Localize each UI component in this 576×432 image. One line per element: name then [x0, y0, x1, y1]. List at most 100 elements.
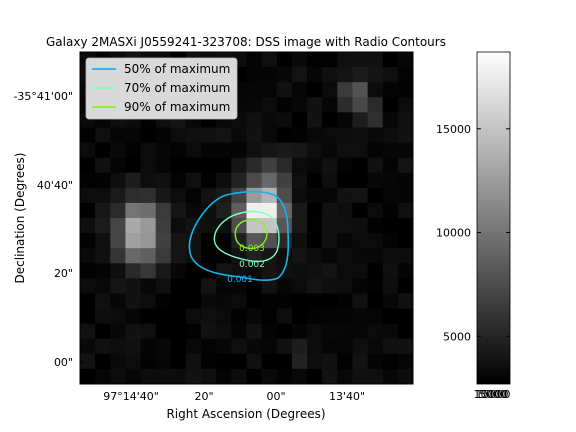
image-pixel	[367, 248, 384, 264]
image-pixel	[397, 338, 413, 355]
image-pixel	[307, 172, 323, 189]
image-pixel	[201, 293, 217, 310]
image-pixel	[125, 233, 142, 249]
image-pixel	[397, 293, 413, 310]
image-pixel	[216, 248, 232, 264]
image-pixel	[367, 293, 384, 310]
plot-frame	[79, 51, 414, 385]
image-pixel	[261, 233, 278, 249]
image-pixel	[382, 172, 399, 189]
image-pixel	[307, 67, 323, 83]
image-pixel	[367, 323, 384, 340]
image-pixel	[170, 278, 187, 295]
image-pixel	[382, 248, 399, 264]
image-pixel	[140, 263, 157, 279]
image-pixel	[307, 202, 323, 219]
image-pixel	[276, 142, 293, 159]
image-pixel	[155, 202, 172, 219]
image-pixel	[291, 127, 308, 144]
image-pixel	[367, 263, 384, 279]
image-pixel	[155, 233, 172, 249]
image-pixel	[170, 202, 187, 219]
image-pixel	[337, 172, 354, 189]
image-pixel	[261, 263, 278, 279]
image-pixel	[261, 368, 278, 384]
image-pixel	[382, 97, 399, 113]
image-pixel	[246, 368, 263, 384]
image-pixel	[170, 233, 187, 249]
image-pixel	[322, 187, 338, 204]
image-pixel	[367, 97, 384, 113]
image-pixel	[155, 172, 172, 189]
image-pixel	[367, 82, 384, 98]
image-pixel	[337, 82, 354, 98]
image-pixel	[291, 97, 308, 113]
image-pixel	[261, 157, 278, 174]
image-pixel	[276, 97, 293, 113]
image-pixel	[170, 353, 187, 370]
image-pixel	[261, 67, 278, 83]
image-pixel	[95, 248, 111, 264]
image-pixel	[367, 278, 384, 295]
image-pixel	[140, 293, 157, 310]
image-pixel	[307, 293, 323, 310]
image-pixel	[125, 142, 142, 159]
image-pixel	[185, 172, 202, 189]
image-pixel	[382, 353, 399, 370]
image-pixel	[367, 142, 384, 159]
image-pixel	[216, 233, 232, 249]
image-pixel	[291, 293, 308, 310]
image-pixel	[80, 157, 96, 174]
image-pixel	[246, 82, 263, 98]
image-pixel	[246, 353, 263, 370]
image-pixel	[185, 278, 202, 295]
image-pixel	[397, 323, 413, 340]
image-pixel	[276, 172, 293, 189]
image-pixel	[140, 157, 157, 174]
image-pixel	[291, 172, 308, 189]
image-pixel	[307, 218, 323, 234]
image-pixel	[231, 157, 248, 174]
image-pixel	[291, 142, 308, 159]
image-pixel	[367, 112, 384, 129]
image-pixel	[367, 338, 384, 355]
image-pixel	[261, 338, 278, 355]
image-pixel	[382, 293, 399, 310]
image-pixel	[216, 157, 232, 174]
image-pixel	[276, 127, 293, 144]
image-pixel	[261, 202, 278, 219]
image-pixel	[276, 368, 293, 384]
image-pixel	[231, 187, 248, 204]
image-pixel	[185, 293, 202, 310]
image-pixel	[352, 338, 369, 355]
image-pixel	[201, 202, 217, 219]
image-pixel	[397, 248, 413, 264]
image-pixel	[276, 82, 293, 98]
image-pixel	[397, 157, 413, 174]
image-pixel	[322, 218, 338, 234]
colorbar-bottom-label: 15000	[476, 388, 511, 401]
image-pixel	[246, 323, 263, 340]
image-pixel	[246, 142, 263, 159]
image-pixel	[216, 142, 232, 159]
image-pixel	[367, 172, 384, 189]
y-axis-label: Declination (Degrees)	[13, 153, 27, 284]
image-pixel	[170, 248, 187, 264]
image-pixel	[216, 172, 232, 189]
image-pixel	[352, 142, 369, 159]
image-pixel	[170, 308, 187, 325]
image-pixel	[231, 127, 248, 144]
image-pixel	[367, 187, 384, 204]
image-pixel	[216, 127, 232, 144]
image-pixel	[352, 157, 369, 174]
image-pixel	[261, 218, 278, 234]
image-pixel	[367, 157, 384, 174]
image-pixel	[307, 112, 323, 129]
image-pixel	[276, 338, 293, 355]
legend-box	[85, 57, 238, 120]
image-pixel	[155, 127, 172, 144]
image-pixel	[231, 293, 248, 310]
y-tick-label: -35°41'00"	[13, 90, 73, 103]
image-pixel	[352, 293, 369, 310]
image-pixel	[337, 112, 354, 129]
